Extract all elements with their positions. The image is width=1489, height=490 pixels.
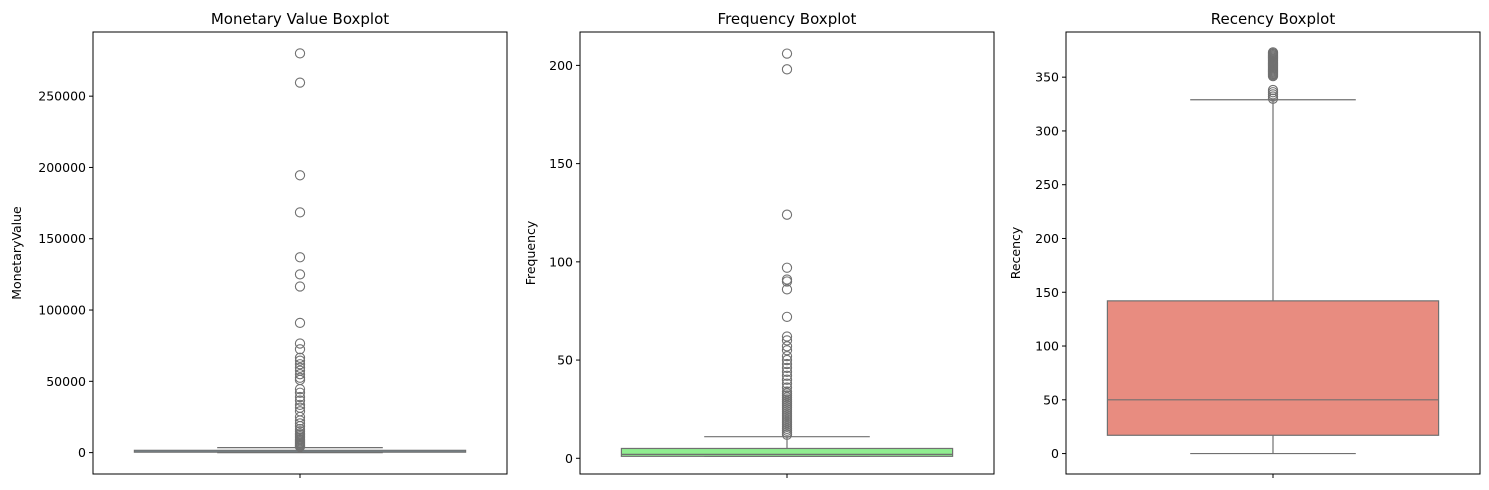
y-tick-label: 50000 (46, 374, 86, 389)
y-axis-label: Recency (1008, 226, 1023, 279)
axes-frame (92, 31, 508, 475)
outlier-point (781, 311, 793, 322)
outlier-point (294, 384, 306, 395)
outlier-point (294, 399, 306, 410)
outlier-point (294, 352, 306, 363)
outlier-point (781, 209, 793, 220)
axes-frame (1065, 31, 1481, 475)
outlier-point (781, 366, 793, 377)
y-tick-label: 350 (1035, 70, 1059, 85)
outlier-point (781, 378, 793, 389)
outlier-point (294, 77, 306, 88)
outlier-point (781, 350, 793, 362)
outlier-point (294, 269, 306, 280)
chart-title: Recency Boxplot (1211, 10, 1336, 28)
outlier-point (1267, 70, 1279, 82)
outlier-point (294, 441, 306, 452)
box (1106, 300, 1440, 436)
outlier-point (781, 262, 793, 273)
y-tick-label: 250000 (38, 89, 86, 104)
y-tick-label: 200 (1035, 231, 1059, 246)
y-axis-label: MonetaryValue (9, 206, 24, 300)
axes-frame (579, 31, 995, 475)
chart-title: Frequency Boxplot (718, 10, 857, 28)
y-tick-label: 50 (557, 353, 573, 368)
chart-title: Monetary Value Boxplot (211, 10, 389, 28)
plot-area: 0 50 100 150 200 (549, 31, 995, 478)
y-tick-label: 0 (1051, 446, 1059, 461)
outlier-point (781, 374, 793, 385)
outlier-point (781, 341, 793, 352)
outlier-point (781, 358, 793, 370)
y-tick-label: 50 (1043, 392, 1059, 407)
outlier-point (294, 421, 306, 432)
y-tick-label: 0 (78, 445, 86, 460)
outlier-point (294, 415, 306, 426)
outlier-point (781, 370, 793, 381)
outlier-point (781, 274, 793, 285)
y-tick-label: 150 (1035, 285, 1059, 300)
outlier-point (294, 418, 306, 429)
plot-area: 0 50 100 150 200 250 300 350 (1035, 31, 1481, 478)
outlier-point (294, 355, 306, 366)
outlier-point (781, 362, 793, 374)
outlier-point (781, 354, 793, 366)
outlier-point (1267, 93, 1279, 104)
outlier-point (781, 276, 793, 287)
outlier-point (294, 387, 306, 398)
outlier-point (781, 382, 793, 393)
y-tick-label: 200000 (38, 160, 86, 175)
panel-frequency: Frequency Boxplot Frequency 0 50 100 150 200 (523, 10, 995, 478)
outlier-point (781, 335, 793, 346)
outlier-point (781, 64, 793, 75)
outlier-point (781, 284, 793, 295)
outlier-point (294, 344, 306, 355)
outlier-point (294, 252, 306, 263)
outlier-point (294, 48, 306, 59)
outlier-point (781, 429, 793, 440)
outlier-point (781, 331, 793, 342)
y-tick-label: 300 (1035, 123, 1059, 138)
outlier-point (294, 359, 306, 370)
outlier-point (294, 170, 306, 181)
y-tick-label: 100 (549, 254, 573, 269)
y-tick-label: 150000 (38, 231, 86, 246)
outlier-point (781, 48, 793, 59)
outlier-point (294, 207, 306, 218)
box (620, 447, 954, 457)
y-tick-label: 150 (549, 156, 573, 171)
outlier-point (294, 369, 306, 380)
y-tick-label: 100000 (38, 303, 86, 318)
panel-recency: Recency Boxplot Recency 0 50 100 150 200 250 3… (1008, 10, 1481, 478)
panel-monetary-value: Monetary Value Boxplot MonetaryValue 0 50… (9, 10, 508, 478)
plot-area: 0 50000 100000 150000 200000 250000 (38, 31, 508, 478)
y-tick-label: 0 (565, 451, 573, 466)
outlier-point (294, 362, 306, 373)
outlier-point (294, 338, 306, 349)
outlier-point (294, 374, 306, 386)
y-tick-label: 100 (1035, 339, 1059, 354)
outlier-point (294, 281, 306, 292)
outlier-point (781, 345, 793, 356)
outlier-point (294, 317, 306, 329)
y-tick-label: 250 (1035, 177, 1059, 192)
outlier-point (294, 391, 306, 403)
outlier-point (294, 395, 306, 406)
y-axis-label: Frequency (523, 220, 538, 285)
y-tick-label: 200 (549, 58, 573, 73)
